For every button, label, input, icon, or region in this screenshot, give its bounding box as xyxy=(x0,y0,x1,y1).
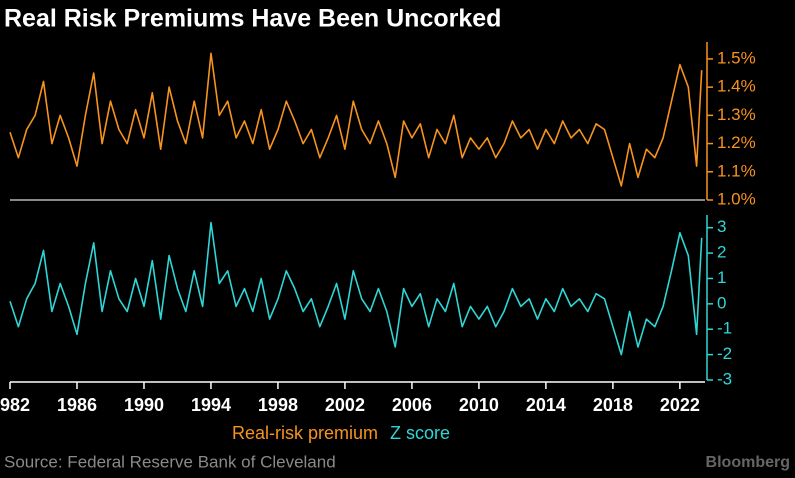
x-tick-label: 2014 xyxy=(526,395,566,415)
x-tick-label: 1994 xyxy=(191,395,231,415)
x-tick-label: 2002 xyxy=(325,395,365,415)
legend-entry: Z score xyxy=(390,423,450,443)
x-tick-label: 2018 xyxy=(593,395,633,415)
x-tick-label: 1982 xyxy=(0,395,30,415)
brand: Bloomberg xyxy=(706,454,790,471)
y-tick-label: 1 xyxy=(717,268,726,287)
source: Source: Federal Reserve Bank of Clevelan… xyxy=(4,452,336,471)
y-tick-label: 1.3% xyxy=(717,105,756,124)
x-tick-label: 2006 xyxy=(392,395,432,415)
y-tick-label: -1 xyxy=(717,319,732,338)
x-tick-label: 2010 xyxy=(459,395,499,415)
y-tick-label: 3 xyxy=(717,217,726,236)
y-tick-label: 0 xyxy=(717,293,726,312)
x-tick-label: 1986 xyxy=(57,395,97,415)
y-tick-label: 1.1% xyxy=(717,161,756,180)
y-tick-label: 1.0% xyxy=(717,189,756,208)
y-tick-label: 1.4% xyxy=(717,77,756,96)
y-tick-label: 2 xyxy=(717,243,726,262)
line-series xyxy=(9,221,703,356)
legend-entry: Real-risk premium xyxy=(232,423,378,443)
x-tick-label: 2022 xyxy=(660,395,700,415)
y-tick-label: 1.5% xyxy=(717,48,756,67)
x-tick-label: 1998 xyxy=(258,395,298,415)
y-tick-label: -2 xyxy=(717,344,732,363)
line-series xyxy=(9,52,703,187)
y-tick-label: -3 xyxy=(717,369,732,388)
x-tick-label: 1990 xyxy=(124,395,164,415)
chart-title: Real Risk Premiums Have Been Uncorked xyxy=(4,5,501,33)
y-tick-label: 1.2% xyxy=(717,133,756,152)
